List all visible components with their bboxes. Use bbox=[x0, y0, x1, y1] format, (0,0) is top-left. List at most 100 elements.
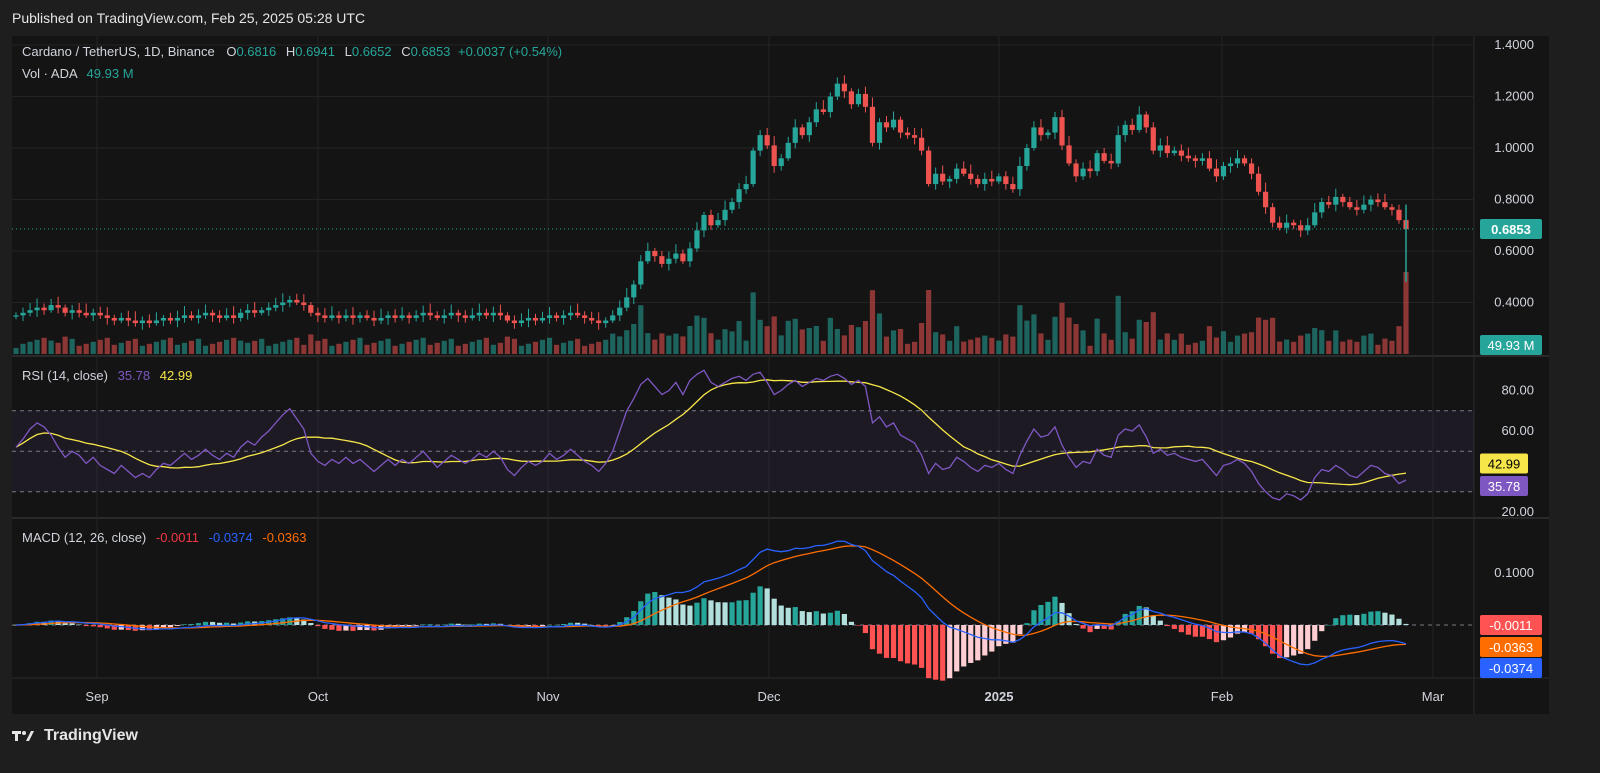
candle-body bbox=[434, 315, 440, 318]
tradingview-logo[interactable]: TradingView bbox=[12, 727, 138, 745]
macd-histogram-bar bbox=[996, 625, 1002, 647]
volume-bar bbox=[252, 340, 258, 354]
volume-bar bbox=[869, 290, 876, 354]
macd-histogram-bar bbox=[1403, 623, 1409, 625]
macd-histogram-bar bbox=[1396, 618, 1402, 625]
chart-canvas[interactable]: Sep Oct Nov Dec 2025 Feb Mar 1.4000 1.2000 1.0000… bbox=[12, 36, 1549, 714]
candle-body bbox=[1389, 207, 1395, 210]
macd-histogram-bar bbox=[743, 600, 749, 625]
candle-body bbox=[890, 119, 897, 128]
candle-body bbox=[617, 307, 623, 316]
volume-bar bbox=[420, 337, 426, 354]
candle-body bbox=[841, 83, 847, 92]
candle-body bbox=[876, 122, 883, 143]
candle-body bbox=[1087, 168, 1093, 172]
macd-tick-label: 0.1000 bbox=[1494, 565, 1534, 580]
volume-bar bbox=[462, 343, 468, 354]
macd-label: MACD (12, 26, close) bbox=[22, 530, 147, 545]
volume-bar bbox=[41, 337, 47, 354]
candle-body bbox=[1129, 124, 1135, 130]
chart-area[interactable]: Sep Oct Nov Dec 2025 Feb Mar 1.4000 1.2000 1.0000… bbox=[12, 36, 1549, 714]
volume-bar bbox=[792, 318, 798, 354]
candle-body bbox=[504, 315, 511, 321]
candle-body bbox=[1171, 150, 1177, 154]
macd-histogram-bar bbox=[1227, 625, 1234, 638]
candle-body bbox=[694, 230, 700, 249]
candle-body bbox=[399, 315, 405, 318]
candle-body bbox=[69, 310, 75, 313]
published-text: Published on TradingView.com, Feb 25, 20… bbox=[12, 10, 366, 26]
candle-body bbox=[1326, 202, 1332, 205]
candle-body bbox=[582, 315, 588, 318]
candle-body bbox=[125, 317, 131, 321]
candle-body bbox=[736, 189, 742, 203]
macd-histogram-bar bbox=[448, 623, 454, 625]
volume-bar bbox=[1312, 328, 1318, 354]
volume-bar bbox=[343, 341, 349, 354]
volume-bar bbox=[357, 337, 363, 354]
candle-body bbox=[1080, 168, 1086, 177]
volume-bar bbox=[532, 341, 539, 354]
volume-bar bbox=[511, 338, 518, 354]
candle-body bbox=[722, 209, 728, 221]
volume-bar bbox=[476, 339, 482, 354]
volume-bar bbox=[504, 336, 511, 354]
volume-bar bbox=[603, 339, 609, 354]
volume-bar bbox=[1305, 333, 1311, 354]
volume-bar bbox=[560, 342, 567, 354]
macd-histogram-bar bbox=[1389, 614, 1395, 625]
candle-body bbox=[954, 168, 960, 179]
candle-body bbox=[329, 315, 335, 318]
candle-body bbox=[1284, 222, 1290, 228]
volume-bar bbox=[904, 343, 911, 354]
volume-bar bbox=[1136, 319, 1142, 354]
candle-body bbox=[259, 310, 265, 313]
macd-histogram-bar bbox=[1192, 625, 1198, 637]
volume-bar bbox=[855, 327, 862, 354]
candle-body bbox=[834, 83, 840, 97]
candle-body bbox=[652, 251, 658, 257]
candle-body bbox=[1319, 202, 1325, 213]
macd-histogram-bar bbox=[729, 602, 735, 625]
volume-bar bbox=[238, 340, 244, 354]
macd-signal-badge bbox=[1480, 637, 1542, 657]
volume-bar bbox=[890, 330, 897, 354]
candle-body bbox=[455, 312, 461, 316]
macd-histogram-bar bbox=[701, 598, 707, 625]
macd-histogram-bar bbox=[160, 625, 167, 628]
candle-body bbox=[715, 220, 721, 226]
price-tick-label: 0.6000 bbox=[1494, 243, 1534, 258]
volume-bar bbox=[1375, 344, 1381, 354]
candle-body bbox=[785, 142, 791, 159]
candle-body bbox=[1312, 212, 1318, 226]
volume-bar bbox=[876, 313, 883, 354]
candle-body bbox=[132, 320, 138, 324]
candle-body bbox=[301, 302, 307, 306]
macd-histogram-bar bbox=[673, 599, 679, 625]
volume-bar bbox=[69, 338, 75, 354]
volume-bar bbox=[350, 339, 356, 354]
candle-body bbox=[160, 317, 167, 321]
macd-histogram-bar bbox=[111, 625, 117, 630]
macd-histogram-bar bbox=[1101, 625, 1107, 629]
macd-histogram-bar bbox=[1031, 610, 1037, 625]
macd-histogram-bar bbox=[645, 593, 651, 625]
macd-histogram-bar bbox=[420, 624, 426, 625]
candle-body bbox=[996, 176, 1002, 182]
macd-histogram-bar bbox=[694, 602, 700, 625]
volume-bar bbox=[118, 342, 124, 354]
macd-histogram-bar bbox=[1052, 596, 1058, 625]
macd-histogram-bar bbox=[1129, 611, 1135, 625]
candle-body bbox=[469, 315, 475, 318]
candle-body bbox=[364, 315, 370, 318]
rsi-ma-value: 42.99 bbox=[159, 368, 193, 383]
macd-histogram-bar bbox=[1157, 620, 1163, 625]
candle-body bbox=[490, 312, 496, 316]
candle-body bbox=[1241, 158, 1248, 164]
candle-body bbox=[1101, 153, 1107, 161]
candle-body bbox=[343, 315, 349, 318]
macd-histogram-bar bbox=[273, 619, 279, 625]
volume-bar bbox=[1129, 338, 1135, 354]
volume-bar bbox=[989, 337, 995, 354]
volume-bar bbox=[441, 340, 447, 354]
